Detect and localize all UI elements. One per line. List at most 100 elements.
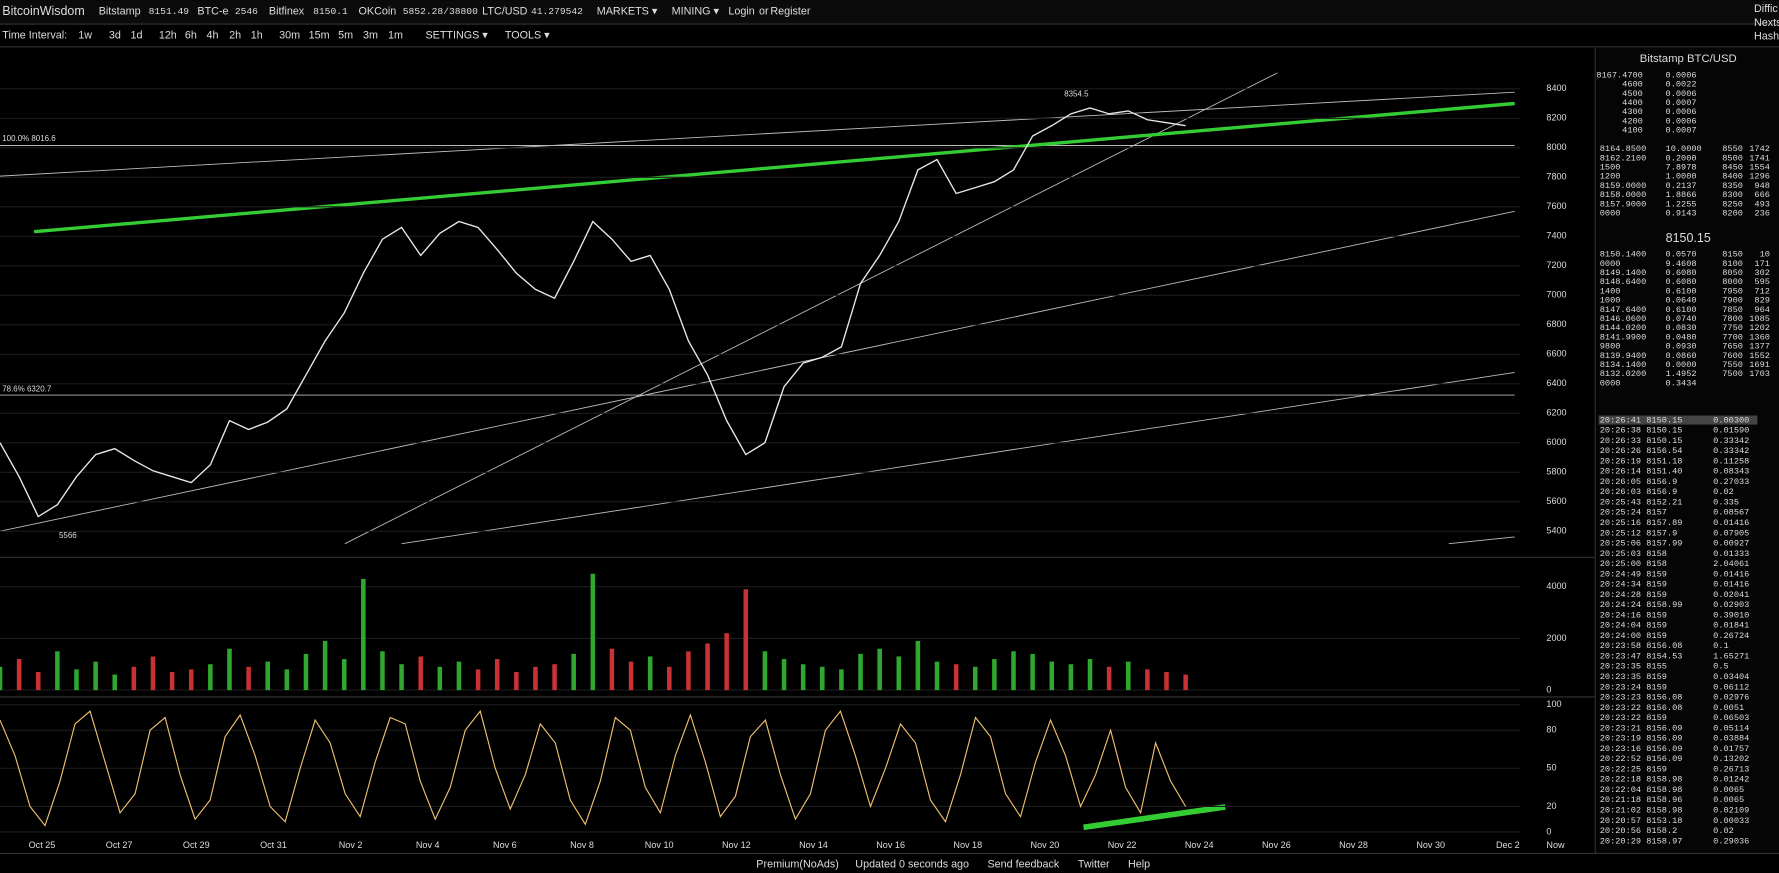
ticker-name[interactable]: Bitfinex	[269, 5, 305, 17]
interval-button[interactable]: 15m	[309, 29, 330, 41]
volume-bar	[208, 664, 213, 691]
volume-bar	[667, 666, 672, 691]
ticker-price: 8151.49	[149, 6, 190, 17]
book-cell: 9800	[1600, 342, 1621, 352]
book-cell: 829	[1754, 296, 1770, 306]
trade-time: 20:22:18	[1600, 775, 1641, 785]
interval-button[interactable]: 3d	[109, 29, 121, 41]
interval-button[interactable]: 1w	[78, 29, 92, 41]
trade-time: 20:22:52	[1600, 754, 1641, 764]
trend-line	[0, 210, 1515, 532]
book-cell: 8141.9900	[1600, 332, 1647, 342]
book-cell: 0.0570	[1666, 250, 1697, 260]
trade-price: 8159	[1646, 682, 1667, 692]
green-trend-line	[1083, 804, 1226, 831]
book-cell: 302	[1754, 268, 1770, 278]
trade-time: 20:23:22	[1600, 703, 1641, 713]
book-cell: 1691	[1749, 360, 1770, 370]
menu[interactable]: MINING ▾	[672, 5, 720, 17]
interval-button[interactable]: 12h	[159, 29, 177, 41]
volume-bar	[1125, 661, 1131, 691]
settings-menu[interactable]: SETTINGS ▾	[425, 29, 488, 41]
trade-price: 8156.9	[1646, 477, 1677, 487]
book-cell: 493	[1754, 199, 1770, 209]
trade-amount: 0.07905	[1713, 528, 1749, 538]
trade-amount: 0.27033	[1713, 477, 1749, 487]
trade-amount: 0.03404	[1713, 672, 1749, 682]
trade-amount: 0.02041	[1713, 590, 1749, 600]
footer-link[interactable]: Twitter	[1078, 859, 1110, 871]
footer-link[interactable]: Send feedback	[987, 859, 1059, 871]
trade-amount: 0.00033	[1713, 816, 1749, 826]
trade-time: 20:24:28	[1600, 590, 1641, 600]
tools-menu[interactable]: TOOLS ▾	[505, 29, 550, 41]
book-cell: 8000	[1722, 277, 1743, 287]
volume-bar	[169, 671, 175, 691]
interval-button[interactable]: 4h	[206, 29, 218, 41]
y-tick-label: 7400	[1546, 231, 1566, 241]
y-tick-label: 80	[1546, 725, 1556, 735]
volume-bar	[1068, 664, 1074, 691]
y-tick-label: 0	[1546, 826, 1551, 836]
interval-button[interactable]: 1d	[130, 29, 142, 41]
login-link[interactable]: Login	[728, 5, 754, 17]
interval-button[interactable]: 3m	[363, 29, 378, 41]
y-tick-label: 6600	[1546, 349, 1566, 359]
volume-bar	[877, 648, 882, 691]
book-cell: 171	[1754, 259, 1770, 269]
book-cell: 8164.8500	[1600, 144, 1647, 154]
menu[interactable]: MARKETS ▾	[597, 5, 658, 17]
book-cell: 0.6100	[1666, 286, 1697, 296]
volume-bar	[93, 661, 98, 691]
y-tick-label: 6400	[1546, 378, 1566, 388]
footer-link[interactable]: Premium(NoAds)	[756, 859, 839, 871]
ticker-name[interactable]: Bitstamp	[99, 5, 141, 17]
x-tick-label: Oct 25	[29, 840, 56, 850]
y-tick-label: 8200	[1546, 113, 1566, 123]
ticker-name[interactable]: OKCoin	[359, 5, 397, 17]
y-tick-label: 5600	[1546, 496, 1566, 506]
volume-bar	[514, 671, 519, 691]
trade-price: 8158.97	[1646, 836, 1682, 846]
trend-line	[344, 72, 1278, 545]
brand[interactable]: BitcoinWisdom	[2, 4, 84, 18]
volume-bar	[246, 666, 251, 691]
volume-bar	[265, 661, 270, 691]
trend-lines	[0, 72, 1515, 545]
book-cell: 0.2137	[1666, 181, 1697, 191]
interval-button[interactable]: 1h	[251, 29, 263, 41]
footer-link: Updated 0 seconds ago	[855, 859, 969, 871]
trade-amount: 0.01590	[1713, 426, 1749, 436]
book-cell: 0.0480	[1666, 332, 1697, 342]
volume-bar	[0, 666, 3, 691]
trade-time: 20:23:16	[1600, 744, 1641, 754]
volume-bar	[571, 653, 576, 691]
trade-time: 20:24:16	[1600, 610, 1641, 620]
y-tick-label: 0	[1546, 684, 1551, 694]
trade-price: 8159	[1646, 621, 1667, 631]
volume-bar	[131, 666, 137, 691]
book-cell: 7500	[1722, 369, 1743, 379]
register-link[interactable]: Register	[770, 5, 811, 17]
interval-button[interactable]: 5m	[338, 29, 353, 41]
book-cell: 1.8866	[1666, 190, 1697, 200]
ticker-name[interactable]: BTC-e	[197, 5, 228, 17]
book-cell: 1000	[1600, 296, 1621, 306]
trade-time: 20:24:00	[1600, 631, 1641, 641]
ticker-name[interactable]: LTC/USD	[482, 5, 527, 17]
interval-button[interactable]: 2h	[229, 29, 241, 41]
x-tick-label: Oct 27	[106, 840, 133, 850]
trade-price: 8158.99	[1646, 600, 1682, 610]
book-cell: 8050	[1722, 268, 1743, 278]
y-tick-label: 7200	[1546, 260, 1566, 270]
y-tick-label: 6800	[1546, 319, 1566, 329]
x-tick-label: Nov 20	[1031, 840, 1060, 850]
volume-bar	[743, 589, 749, 691]
trade-amount: 0.02903	[1713, 600, 1749, 610]
interval-button[interactable]: 1m	[388, 29, 403, 41]
interval-button[interactable]: 6h	[185, 29, 197, 41]
footer-link[interactable]: Help	[1128, 859, 1150, 871]
interval-button[interactable]: 30m	[279, 29, 300, 41]
x-tick-label: Nov 6	[493, 840, 517, 850]
book-cell: 0.0007	[1666, 98, 1697, 108]
